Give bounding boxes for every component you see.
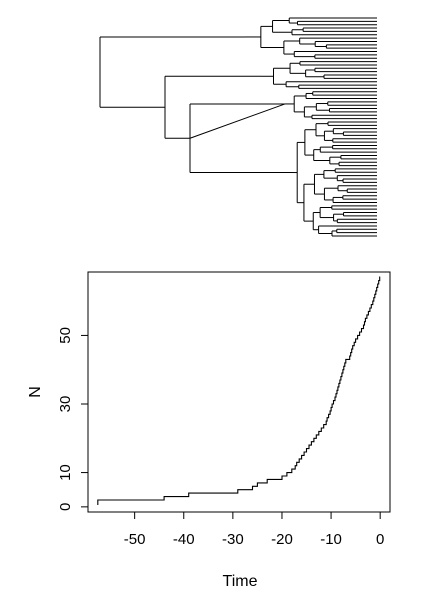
tree-branch [189, 103, 286, 139]
y-tick-label: 0 [57, 503, 74, 511]
x-tick-label: -30 [222, 531, 244, 548]
ltt-plot: -50 -40 -30 -20 -10 0 0 10 30 50 Time N [27, 271, 391, 590]
y-tick-label: 50 [57, 327, 74, 344]
x-tick-label: -20 [271, 531, 293, 548]
x-tick-label: -40 [173, 531, 195, 548]
phylogenetic-tree [99, 17, 377, 237]
y-axis-label: N [27, 386, 44, 398]
x-axis-label: Time [223, 573, 258, 590]
x-axis: -50 -40 -30 -20 -10 0 [124, 511, 384, 548]
y-tick-label: 30 [57, 396, 74, 413]
plot-frame [87, 271, 391, 513]
ltt-step-line [97, 276, 381, 505]
x-tick-label: -50 [124, 531, 146, 548]
y-axis: 0 10 30 50 [57, 327, 89, 511]
x-tick-label: -10 [320, 531, 342, 548]
x-tick-label: 0 [376, 531, 384, 548]
y-tick-label: 10 [57, 464, 74, 481]
